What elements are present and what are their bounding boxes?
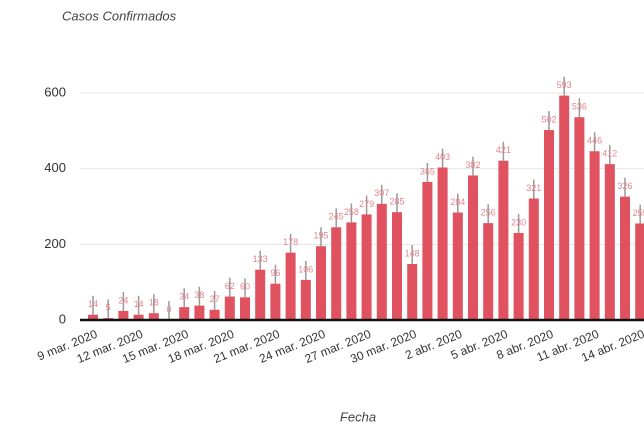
bar: [635, 223, 644, 320]
value-label: 326: [617, 181, 632, 191]
value-label: 27: [210, 294, 220, 304]
value-label: 62: [225, 281, 235, 291]
bar: [452, 212, 463, 320]
value-label: 255: [633, 208, 644, 218]
value-label: 18: [149, 298, 159, 308]
value-label: 148: [405, 248, 420, 258]
bar: [194, 305, 205, 320]
value-label: 106: [298, 264, 313, 274]
bar: [331, 227, 342, 320]
bar: [620, 196, 630, 320]
bar: [574, 117, 585, 321]
value-label: 34: [179, 292, 189, 302]
bar: [483, 223, 494, 320]
bar: [376, 203, 387, 320]
bar: [316, 246, 326, 320]
bar: [544, 130, 554, 320]
y-axis-title: Casos Confirmados: [62, 8, 177, 23]
value-label: 403: [435, 152, 450, 162]
value-label: 245: [329, 212, 344, 222]
x-axis-title: Fecha: [340, 409, 376, 424]
value-label: 285: [389, 197, 404, 207]
value-label: 24: [118, 295, 128, 305]
value-label: 230: [511, 217, 526, 227]
bar: [407, 264, 418, 320]
value-label: 38: [194, 290, 204, 300]
bar: [392, 212, 402, 320]
value-label: 178: [283, 237, 298, 247]
y-tick-label: 200: [44, 236, 66, 251]
value-label: 279: [359, 199, 374, 209]
y-tick-label: 0: [59, 311, 66, 326]
value-label: 5: [106, 302, 111, 312]
bar: [88, 314, 98, 320]
bar: [240, 297, 250, 320]
value-label: 382: [465, 160, 480, 170]
value-label: 446: [587, 136, 602, 146]
value-label: 284: [450, 197, 465, 207]
bar: [513, 232, 524, 320]
value-label: 256: [481, 208, 496, 218]
bar: [589, 151, 600, 320]
value-label: 536: [572, 102, 587, 112]
value-label: 133: [253, 254, 268, 264]
bar: [224, 296, 235, 320]
bar: [604, 164, 615, 320]
bar: [361, 214, 372, 320]
bar: [118, 310, 129, 320]
value-label: 96: [270, 268, 280, 278]
bar: [346, 222, 357, 320]
value-label: 0: [166, 304, 171, 314]
y-tick-label: 400: [44, 160, 66, 175]
bar: [133, 314, 144, 320]
bar: [559, 95, 570, 321]
value-label: 14: [88, 299, 98, 309]
bar: [255, 269, 266, 320]
bar: [285, 252, 296, 320]
bar: [300, 279, 311, 320]
value-label: 60: [240, 282, 250, 292]
value-label: 195: [313, 231, 328, 241]
value-label: 365: [420, 166, 435, 176]
bar: [209, 309, 220, 320]
bar: [148, 313, 159, 320]
value-label: 421: [496, 145, 511, 155]
value-label: 14: [134, 299, 144, 309]
value-label: 593: [557, 80, 572, 90]
bar: [437, 167, 448, 320]
value-label: 412: [602, 148, 617, 158]
y-tick-label: 600: [44, 84, 66, 99]
bar: [468, 175, 478, 320]
bar: [498, 160, 509, 320]
value-label: 502: [541, 114, 556, 124]
value-label: 307: [374, 188, 389, 198]
bar: [528, 198, 539, 320]
bar: [270, 283, 281, 320]
bar: [422, 181, 433, 320]
value-label: 321: [526, 183, 541, 193]
bar: [179, 307, 190, 320]
value-label: 258: [344, 207, 359, 217]
